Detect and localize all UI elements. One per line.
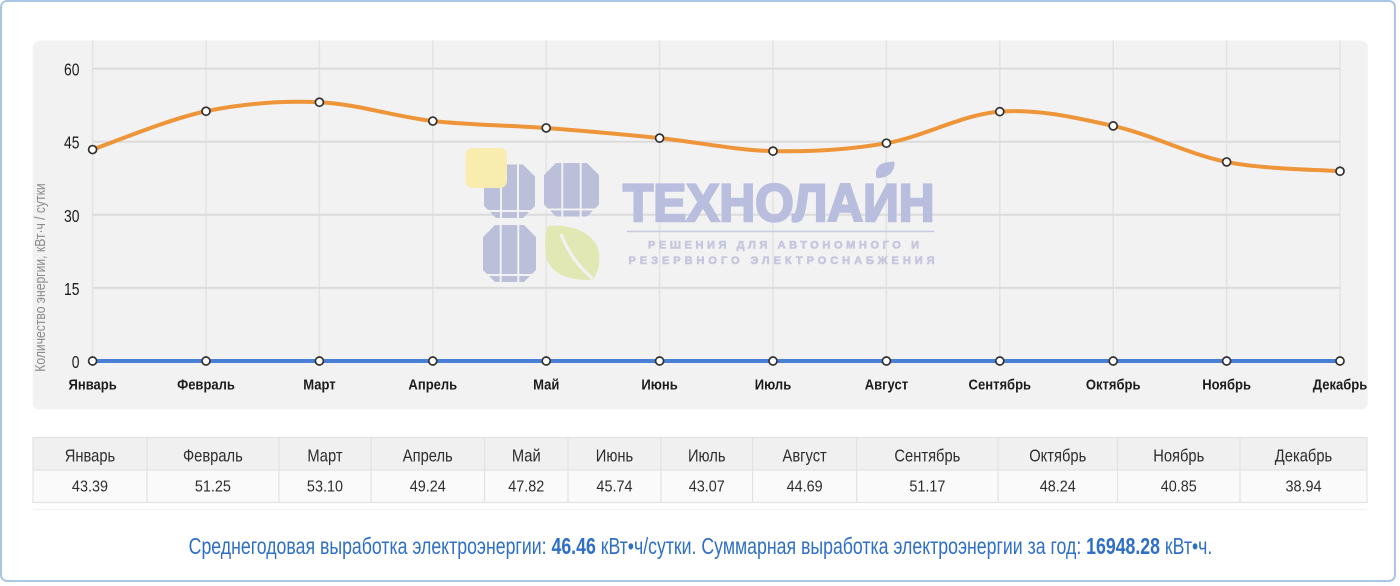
svg-text:51.17: 51.17 [909,478,945,496]
svg-text:Июль: Июль [755,376,791,393]
svg-text:38.94: 38.94 [1285,478,1321,496]
svg-text:Май: Май [512,446,541,466]
svg-text:Август: Август [865,376,909,393]
svg-text:Ноябрь: Ноябрь [1153,446,1204,466]
svg-text:Среднегодовая выработка электр: Среднегодовая выработка электроэнергии: … [189,534,1213,560]
svg-text:43.39: 43.39 [72,478,108,496]
svg-text:Март: Март [307,446,343,466]
svg-text:Февраль: Февраль [177,376,235,393]
svg-text:45.74: 45.74 [596,478,632,496]
svg-text:Февраль: Февраль [183,446,243,466]
svg-text:Апрель: Апрель [403,446,453,466]
svg-text:Октябрь: Октябрь [1029,446,1086,466]
svg-text:Декабрь: Декабрь [1275,446,1332,466]
svg-text:51.25: 51.25 [195,478,231,496]
svg-text:Декабрь: Декабрь [1313,376,1367,393]
svg-text:47.82: 47.82 [508,478,544,496]
svg-text:Август: Август [782,446,827,466]
svg-text:Сентябрь: Сентябрь [894,446,960,466]
svg-text:РЕШЕНИЯ ДЛЯ АВТОНОМНОГО И: РЕШЕНИЯ ДЛЯ АВТОНОМНОГО И [648,239,919,251]
svg-text:ТЕХНОЛАИН: ТЕХНОЛАИН [623,174,935,233]
svg-text:Октябрь: Октябрь [1086,376,1141,393]
svg-text:30: 30 [64,206,80,226]
svg-text:Март: Март [303,376,336,393]
svg-text:44.69: 44.69 [787,478,823,496]
svg-text:Май: Май [533,376,559,393]
svg-text:Июль: Июль [688,446,726,466]
svg-text:0: 0 [72,352,80,372]
svg-text:60: 60 [64,60,80,80]
svg-text:Ноябрь: Ноябрь [1202,376,1251,393]
svg-text:48.24: 48.24 [1040,478,1076,496]
svg-text:49.24: 49.24 [410,478,446,496]
svg-text:Январь: Январь [68,376,116,393]
svg-text:Сентябрь: Сентябрь [969,376,1031,393]
svg-text:Апрель: Апрель [408,376,457,393]
svg-text:Январь: Январь [65,446,115,466]
svg-text:Июнь: Июнь [596,446,633,466]
svg-text:53.10: 53.10 [307,478,343,496]
svg-text:43.07: 43.07 [689,478,725,496]
svg-text:15: 15 [64,279,80,299]
svg-text:40.85: 40.85 [1161,478,1197,496]
svg-text:Количество энергии, кВт·ч / су: Количество энергии, кВт·ч / сутки [32,183,48,371]
svg-text:Июнь: Июнь [641,376,677,393]
svg-text:45: 45 [64,133,80,153]
